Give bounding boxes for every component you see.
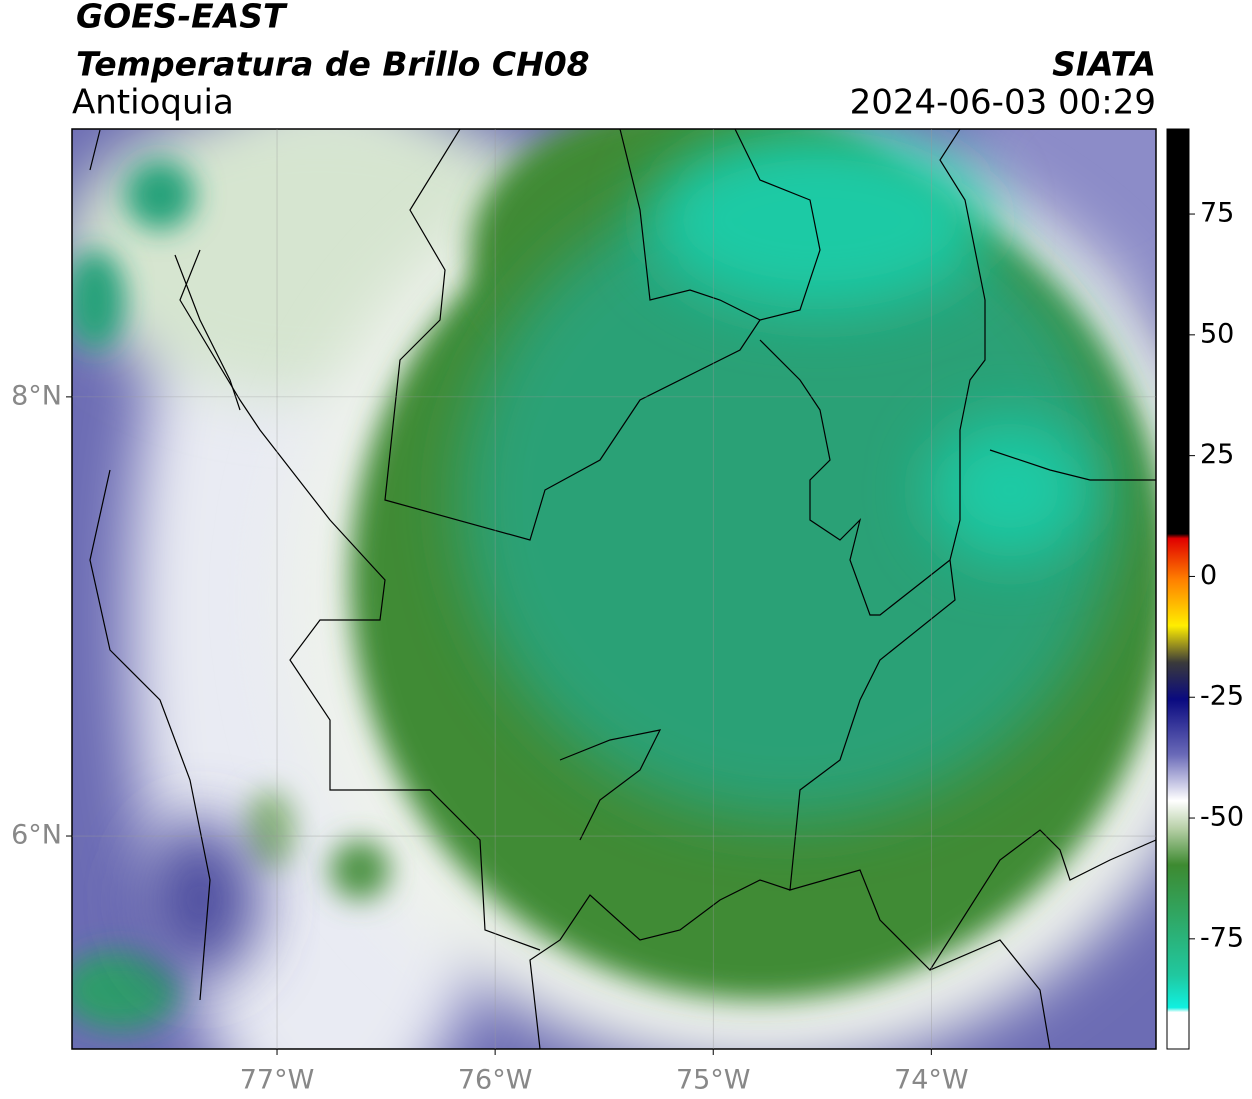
title: GOES-EAST	[76, 0, 288, 36]
map-frame	[71, 128, 1157, 1050]
satellite-image	[72, 129, 1156, 1049]
lat-tick-label: 6°N	[11, 820, 62, 851]
colorbar-tick-label: -50	[1200, 802, 1244, 833]
boundaries	[89, 129, 1156, 1049]
colorbar-tick-label: 25	[1200, 439, 1234, 470]
timestamp: 2024-06-03 00:29	[850, 83, 1156, 123]
region: Antioquia	[72, 83, 234, 123]
colorbar-tick-label: -75	[1200, 922, 1244, 953]
colorbar	[1166, 128, 1190, 1050]
source: SIATA	[1052, 45, 1156, 84]
lat-tick-label: 8°N	[11, 380, 62, 411]
colorbar-tick-label: 75	[1200, 198, 1234, 229]
lon-tick-label: 77°W	[240, 1065, 315, 1096]
lon-tick-label: 76°W	[458, 1065, 533, 1096]
lon-tick-label: 75°W	[676, 1065, 751, 1096]
colorbar-tick-label: -25	[1200, 681, 1244, 712]
lon-tick-label: 74°W	[894, 1065, 969, 1096]
subtitle: Temperatura de Brillo CH08	[76, 45, 590, 84]
colorbar-tick-label: 50	[1200, 318, 1234, 349]
colorbar-tick-label: 0	[1200, 560, 1217, 591]
